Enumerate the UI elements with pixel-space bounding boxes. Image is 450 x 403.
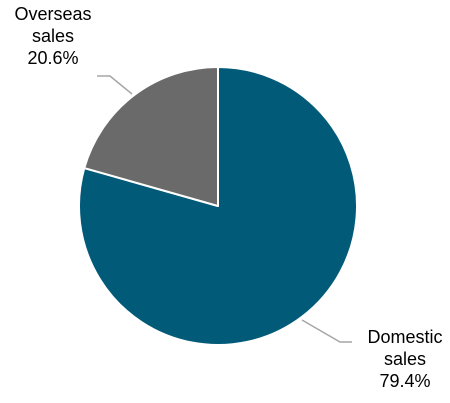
slice-name-label: Overseas: [14, 4, 91, 24]
slice-name-label: sales: [384, 349, 426, 369]
slice-value-label: 20.6%: [27, 48, 78, 68]
leader-line-overseas-sales: [97, 75, 133, 95]
slice-value-label: 79.4%: [379, 371, 430, 391]
leader-line-domestic-sales: [301, 319, 352, 343]
slice-label-overseas-sales: Overseas sales 20.6%: [14, 4, 91, 68]
labels-layer: Domestic sales 79.4%Overseas sales 20.6%: [14, 4, 442, 391]
slice-name-label: Domestic: [367, 327, 442, 347]
pie-slice-domestic-sales: [78, 66, 358, 346]
slice-name-label: sales: [32, 26, 74, 46]
pie-slice-overseas-sales: [83, 66, 219, 207]
leader-lines-layer: [97, 75, 352, 343]
slices-layer: [78, 66, 358, 346]
slice-label-domestic-sales: Domestic sales 79.4%: [367, 327, 442, 391]
